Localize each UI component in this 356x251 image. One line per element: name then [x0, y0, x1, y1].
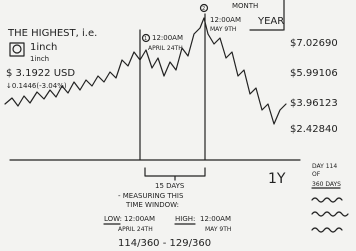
price-label: $3.96123	[290, 98, 338, 109]
token-price: $ 3.1922 USD	[6, 68, 75, 79]
low-date: APRIL 24TH	[118, 226, 153, 233]
period-top: MONTH	[232, 2, 258, 10]
token-icon-dot	[13, 45, 21, 53]
notes-heading: TIME WINDOW:	[125, 201, 179, 209]
days-range: 114/360 - 129/360	[118, 238, 211, 249]
day-counter: DAY 114	[312, 163, 337, 170]
span-label: 15 DAYS	[155, 182, 185, 190]
day-counter: OF	[312, 171, 321, 178]
marker-number: 1	[144, 36, 147, 42]
title: THE HIGHEST, i.e.	[7, 28, 97, 39]
token-change: ↓0.1446(-3.04%)	[6, 82, 67, 90]
high-time: 12:00AM	[200, 215, 231, 223]
marker-time: 12:00AM	[210, 16, 241, 24]
token-symbol: 1inch	[30, 55, 49, 63]
day-counter: 360 DAYS	[312, 181, 341, 188]
notes-heading: - MEASURING THIS	[118, 192, 184, 200]
range-button[interactable]: 1Y	[268, 171, 286, 187]
span-bracket	[145, 168, 205, 180]
low-label: LOW:	[104, 215, 122, 223]
high-date: MAY 9TH	[205, 226, 231, 233]
price-label: $7.02690	[290, 38, 338, 49]
price-label: $2.42840	[290, 124, 338, 135]
page: THE HIGHEST, i.e. MONTH YEAR 1inch 1inch…	[0, 0, 356, 251]
sketch: THE HIGHEST, i.e. MONTH YEAR 1inch 1inch…	[0, 0, 356, 251]
period-bottom: YEAR	[257, 16, 284, 27]
token-name: 1inch	[30, 42, 57, 53]
marker-time: 12:00AM	[152, 34, 183, 42]
marker-number: 2	[202, 6, 205, 12]
marker-date: MAY 9TH	[210, 26, 236, 33]
price-label: $5.99106	[290, 68, 338, 79]
low-time: 12:00AM	[124, 215, 155, 223]
marker-date: APRIL 24TH	[148, 45, 183, 52]
high-label: HIGH:	[175, 215, 195, 223]
scribble	[312, 198, 348, 232]
